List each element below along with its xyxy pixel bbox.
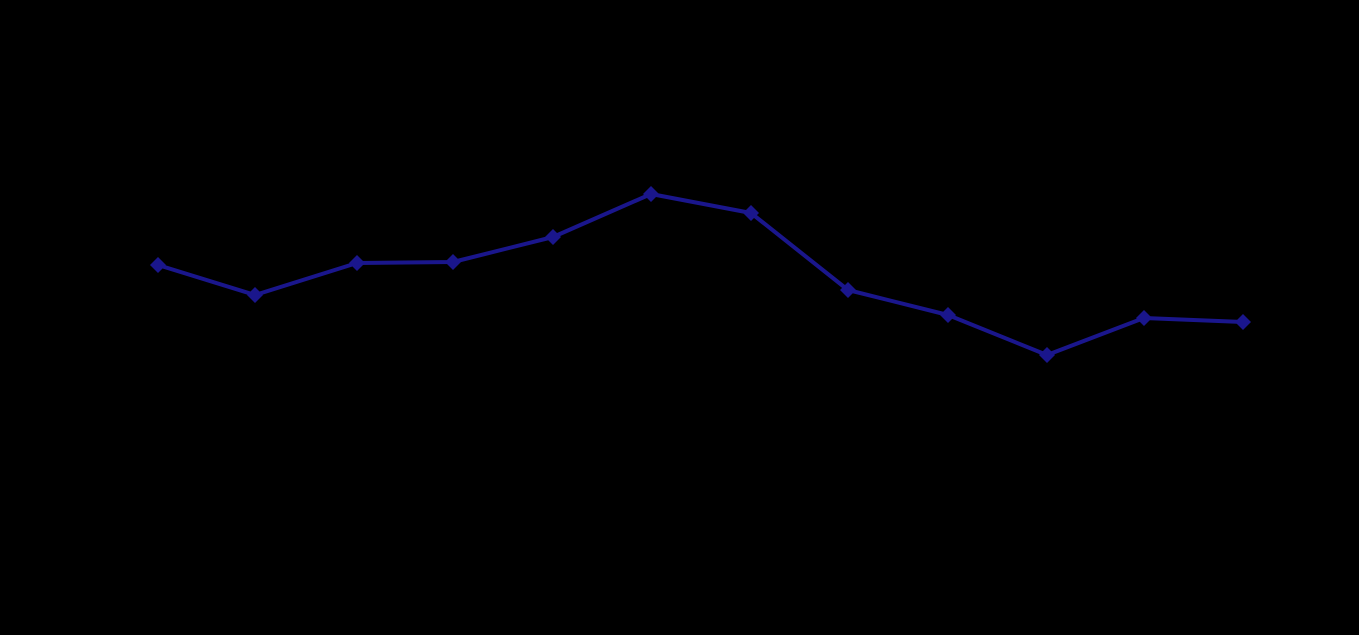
chart-point-marker (445, 254, 461, 270)
line-chart (0, 0, 1359, 635)
chart-point-marker (940, 307, 956, 323)
chart-point-marker (1235, 314, 1251, 330)
chart-point-marker (643, 186, 659, 202)
chart-series-line (158, 194, 1243, 355)
chart-point-marker (545, 229, 561, 245)
chart-point-marker (1039, 347, 1055, 363)
chart-point-marker (1136, 310, 1152, 326)
chart-point-marker (349, 255, 365, 271)
chart-point-marker (150, 257, 166, 273)
chart-point-marker (247, 287, 263, 303)
